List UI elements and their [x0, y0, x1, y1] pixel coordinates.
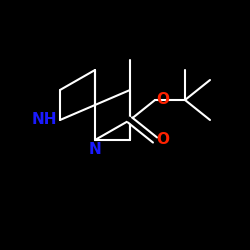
Text: O: O [156, 92, 169, 108]
Text: NH: NH [32, 112, 58, 128]
Text: N: N [88, 142, 102, 158]
Text: O: O [156, 132, 169, 148]
